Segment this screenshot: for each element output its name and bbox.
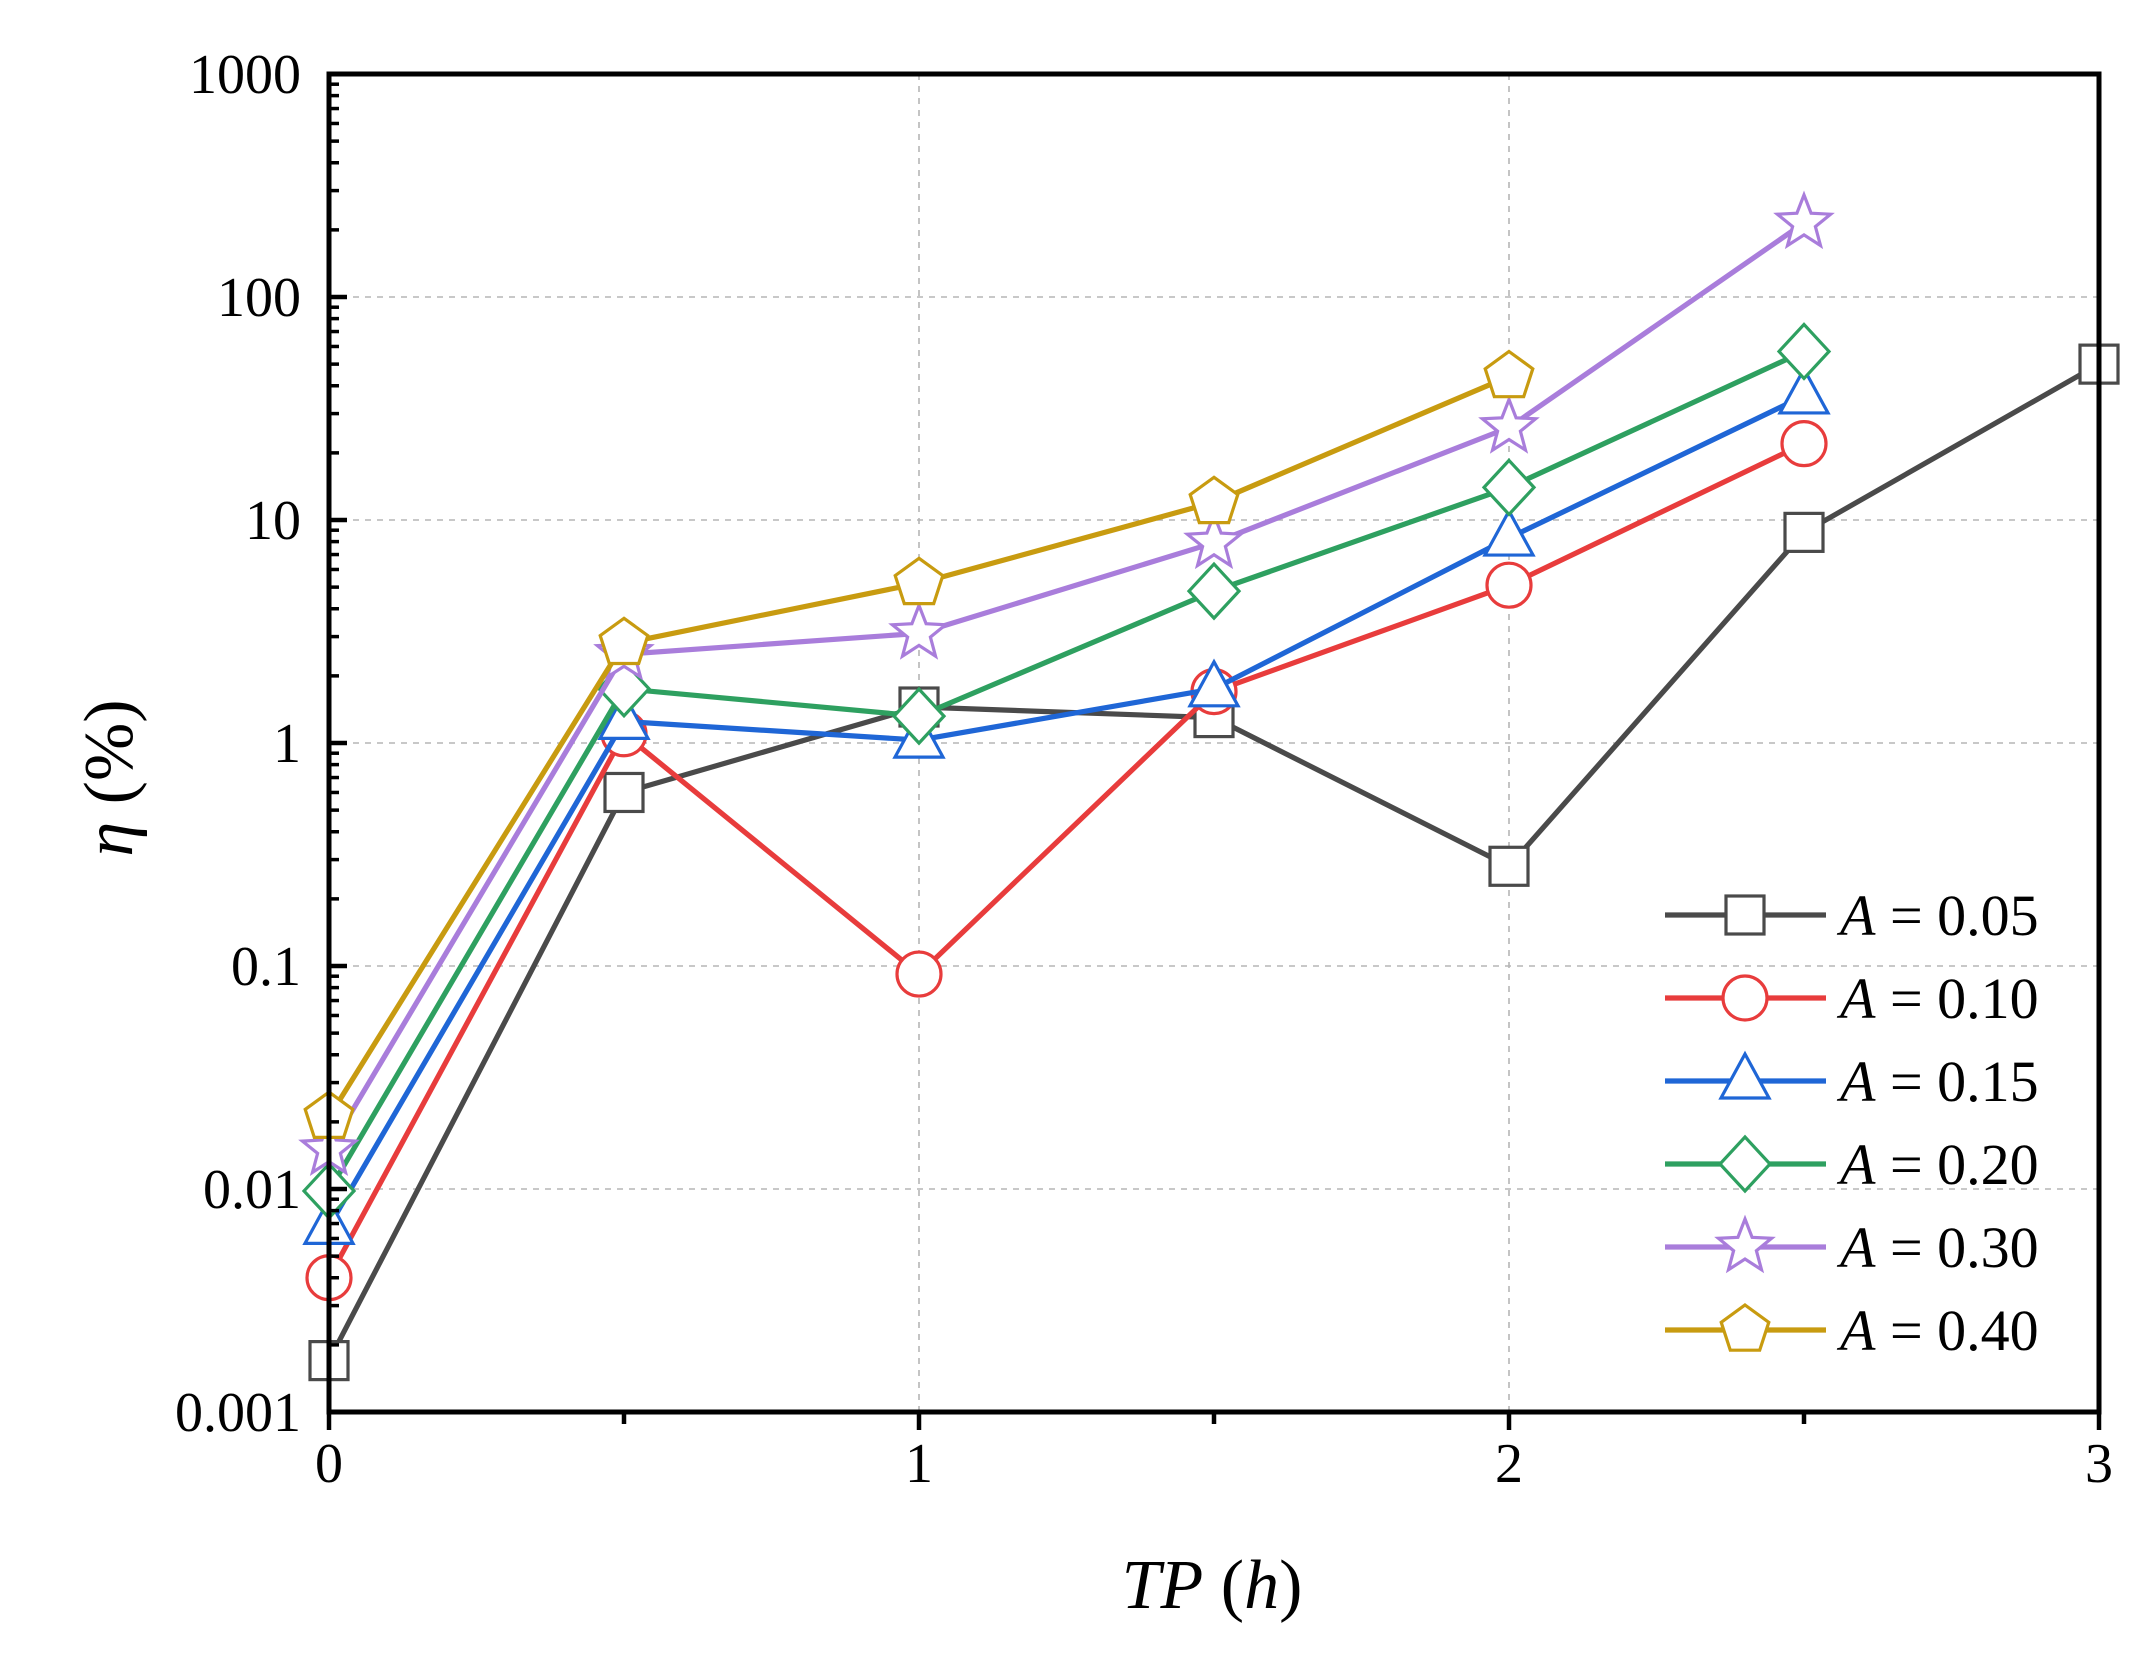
series-layer [298, 190, 2120, 1382]
legend-param: A [1836, 1298, 1876, 1363]
ticks [326, 71, 2102, 1430]
legend-item: A = 0.05 [1665, 883, 2039, 948]
legend-item: A = 0.10 [1665, 966, 2039, 1031]
legend-value: = 0.15 [1875, 1049, 2038, 1114]
legend-param: A [1836, 1049, 1876, 1114]
legend-item: A = 0.15 [1665, 1049, 2039, 1114]
marker-circle [1485, 561, 1533, 609]
legend-label: A = 0.20 [1836, 1132, 2039, 1197]
y-tick-label: 0.01 [203, 1159, 301, 1221]
legend-item: A = 0.40 [1665, 1298, 2039, 1363]
x-axis-unit: h [1244, 1547, 1279, 1624]
y-axis-var: η [71, 822, 148, 857]
legend: A = 0.05A = 0.10A = 0.15A = 0.20A = 0.30… [1665, 883, 2039, 1363]
marker-star [1183, 510, 1245, 570]
legend-param: A [1836, 1215, 1876, 1280]
y-tick-label: 0.1 [231, 936, 301, 998]
x-tick-label: 1 [905, 1433, 933, 1495]
marker-square [1488, 845, 1530, 887]
marker-triangle [1187, 658, 1241, 708]
x-axis-var: TP [1122, 1547, 1204, 1624]
marker-pentagon [1483, 349, 1535, 399]
x-tick-label: 3 [2085, 1433, 2113, 1495]
y-tick-label: 0.001 [175, 1382, 301, 1444]
legend-param: A [1836, 883, 1876, 948]
marker-diamond [1186, 561, 1242, 621]
marker-circle [1780, 420, 1828, 468]
series-line [326, 220, 1806, 1152]
legend-label: A = 0.40 [1836, 1298, 2039, 1363]
marker-pentagon [1719, 1303, 1771, 1352]
x-tick-label: 0 [315, 1433, 343, 1495]
legend-label: A = 0.15 [1836, 1049, 2039, 1114]
legend-label: A = 0.10 [1836, 966, 2039, 1031]
legend-value: = 0.20 [1875, 1132, 2038, 1197]
legend-label: A = 0.30 [1836, 1215, 2039, 1280]
marker-square [1783, 511, 1825, 553]
x-axis-title: TP (h) [1122, 1547, 1303, 1624]
x-tick-label: 2 [1495, 1433, 1523, 1495]
marker-circle [895, 950, 943, 998]
marker-pentagon [598, 616, 650, 666]
y-axis-unit: % [71, 723, 148, 781]
legend-value: = 0.40 [1875, 1298, 2038, 1363]
marker-triangle [1482, 507, 1536, 557]
marker-triangle [1777, 365, 1831, 415]
legend-param: A [1836, 1132, 1876, 1197]
legend-value: = 0.10 [1875, 966, 2038, 1031]
legend-param: A [1836, 966, 1876, 1031]
marker-triangle [1718, 1050, 1772, 1100]
y-tick-label: 1000 [189, 44, 301, 106]
marker-square [1724, 894, 1766, 936]
y-tick-label: 1 [273, 713, 301, 775]
marker-star [888, 600, 950, 660]
tick-labels: 0 1 2 3 0.001 0.01 0.1 1 10 100 1000 [175, 44, 2113, 1495]
marker-circle [1721, 974, 1769, 1022]
marker-star [1773, 190, 1835, 250]
marker-pentagon [1188, 475, 1240, 525]
series-line [326, 441, 1806, 1279]
y-tick-label: 100 [217, 267, 301, 329]
marker-star [1714, 1214, 1776, 1274]
y-tick-label: 10 [245, 490, 301, 552]
legend-item: A = 0.20 [1665, 1132, 2039, 1197]
marker-diamond [1717, 1134, 1773, 1194]
legend-value: = 0.30 [1875, 1215, 2038, 1280]
marker-diamond [1481, 458, 1537, 517]
marker-diamond [891, 686, 947, 746]
marker-pentagon [893, 556, 945, 606]
marker-star [1478, 395, 1540, 454]
marker-diamond [1776, 322, 1832, 381]
legend-item: A = 0.30 [1665, 1214, 2039, 1280]
y-axis-title: η (%) [71, 699, 148, 856]
legend-label: A = 0.05 [1836, 883, 2039, 948]
series-4 [301, 322, 1832, 1221]
legend-value: = 0.05 [1875, 883, 2038, 948]
series-line [326, 393, 1806, 1228]
series-line [326, 349, 1806, 1193]
marker-square [603, 771, 645, 814]
